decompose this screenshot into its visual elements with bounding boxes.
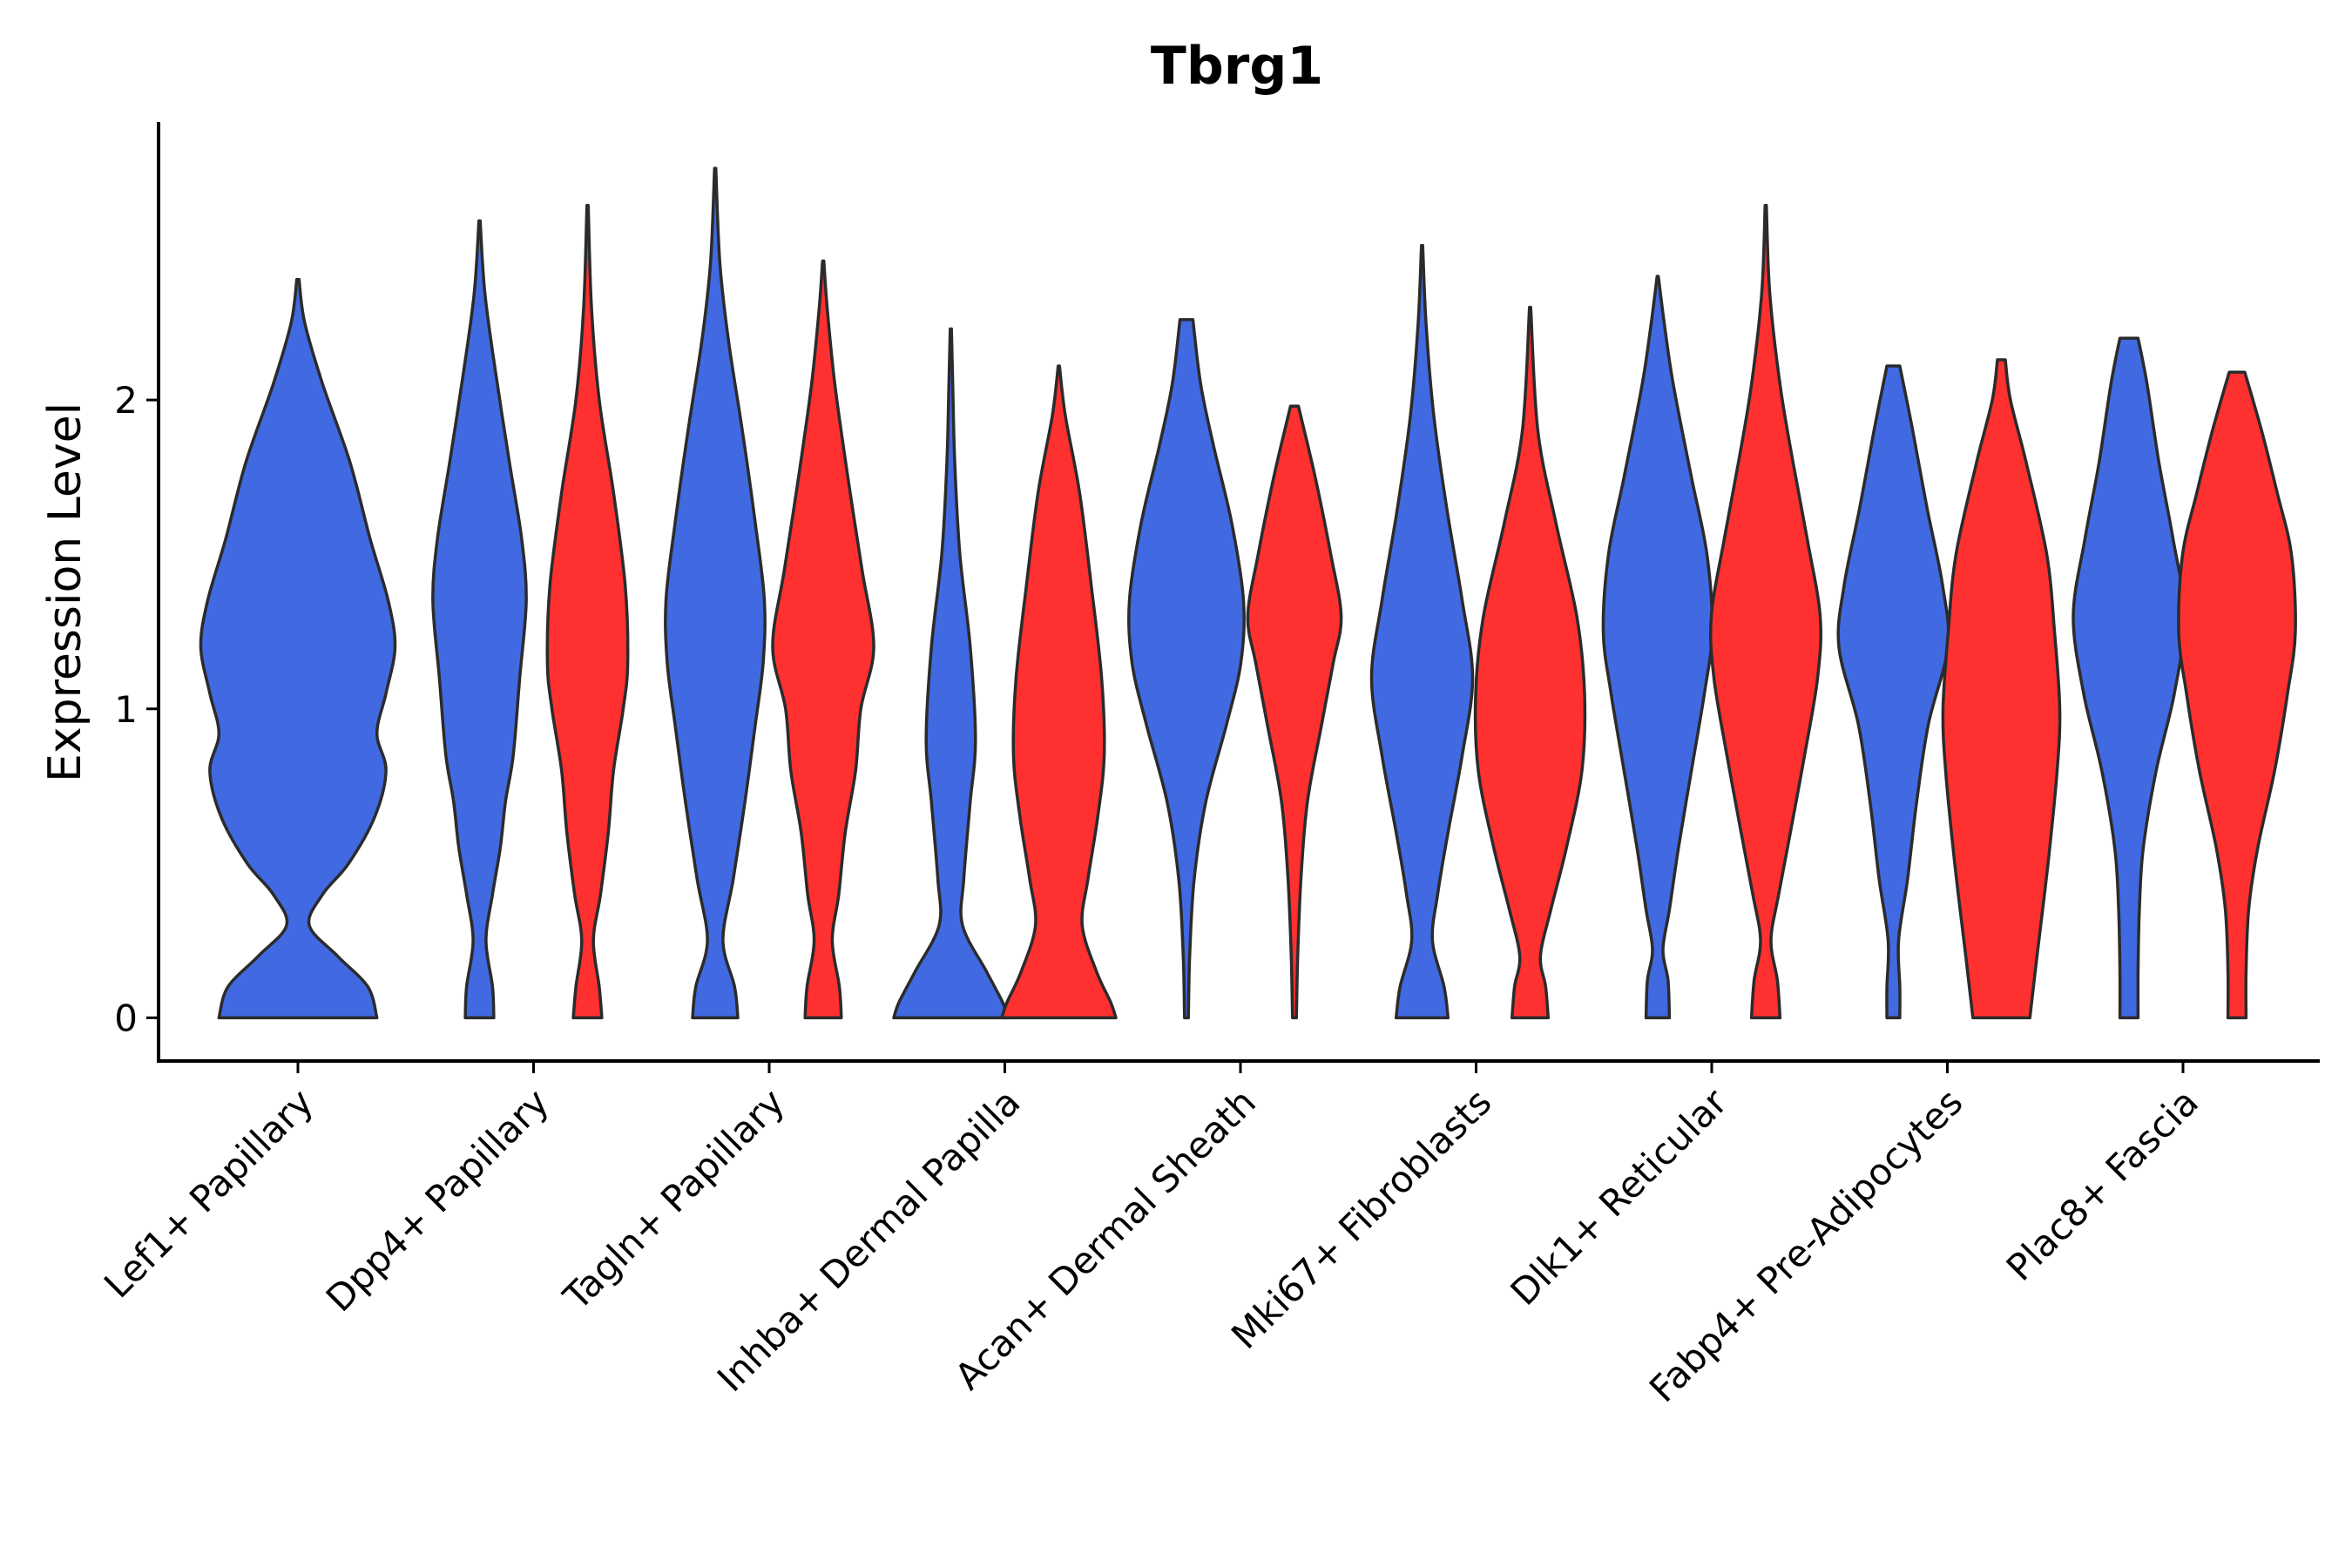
chart-title: Tbrg1 xyxy=(1151,36,1323,97)
x-tick-label: Plac8+ Fascia xyxy=(1998,1080,2207,1288)
y-axis-ticks: 0 1 2 xyxy=(114,379,159,1039)
violin-group2-cat-4 xyxy=(1246,404,1343,1020)
y-tick-label: 1 xyxy=(114,688,138,731)
violin-group2-cat-2 xyxy=(771,259,875,1020)
violin-group2-cat-8 xyxy=(2177,370,2297,1020)
x-tick-label: Dpp4+ Papillary xyxy=(318,1080,558,1320)
violin-group1-cat-2 xyxy=(664,166,767,1020)
violin-group1-cat-1 xyxy=(431,219,528,1020)
y-axis-label: Expression Level xyxy=(39,402,91,782)
violin-group1-cat-0 xyxy=(199,278,397,1020)
x-tick-label: Lef1+ Papillary xyxy=(96,1080,321,1306)
violin-group2-cat-3 xyxy=(1000,364,1118,1020)
violin-group1-cat-5 xyxy=(1369,244,1475,1020)
violin-group2-cat-7 xyxy=(1941,358,2062,1020)
violin-group2-cat-6 xyxy=(1708,203,1823,1020)
violin-group1-cat-8 xyxy=(2072,336,2186,1020)
violin-group1-cat-4 xyxy=(1127,318,1246,1020)
y-tick-label: 2 xyxy=(114,379,138,422)
violin-group1-cat-3 xyxy=(892,327,1010,1020)
x-tick-label: Dlk1+ Reticular xyxy=(1503,1080,1736,1314)
x-tick-label: Tagln+ Papillary xyxy=(555,1080,793,1318)
x-tick-label: Mki67+ Fibroblasts xyxy=(1223,1080,1499,1356)
violin-group1-cat-7 xyxy=(1836,364,1950,1020)
violin-group2-cat-1 xyxy=(545,203,630,1020)
violin-group2-cat-5 xyxy=(1473,306,1587,1020)
y-tick-label: 0 xyxy=(114,997,138,1039)
violins-layer xyxy=(199,166,2297,1020)
violin-group1-cat-6 xyxy=(1601,274,1714,1020)
